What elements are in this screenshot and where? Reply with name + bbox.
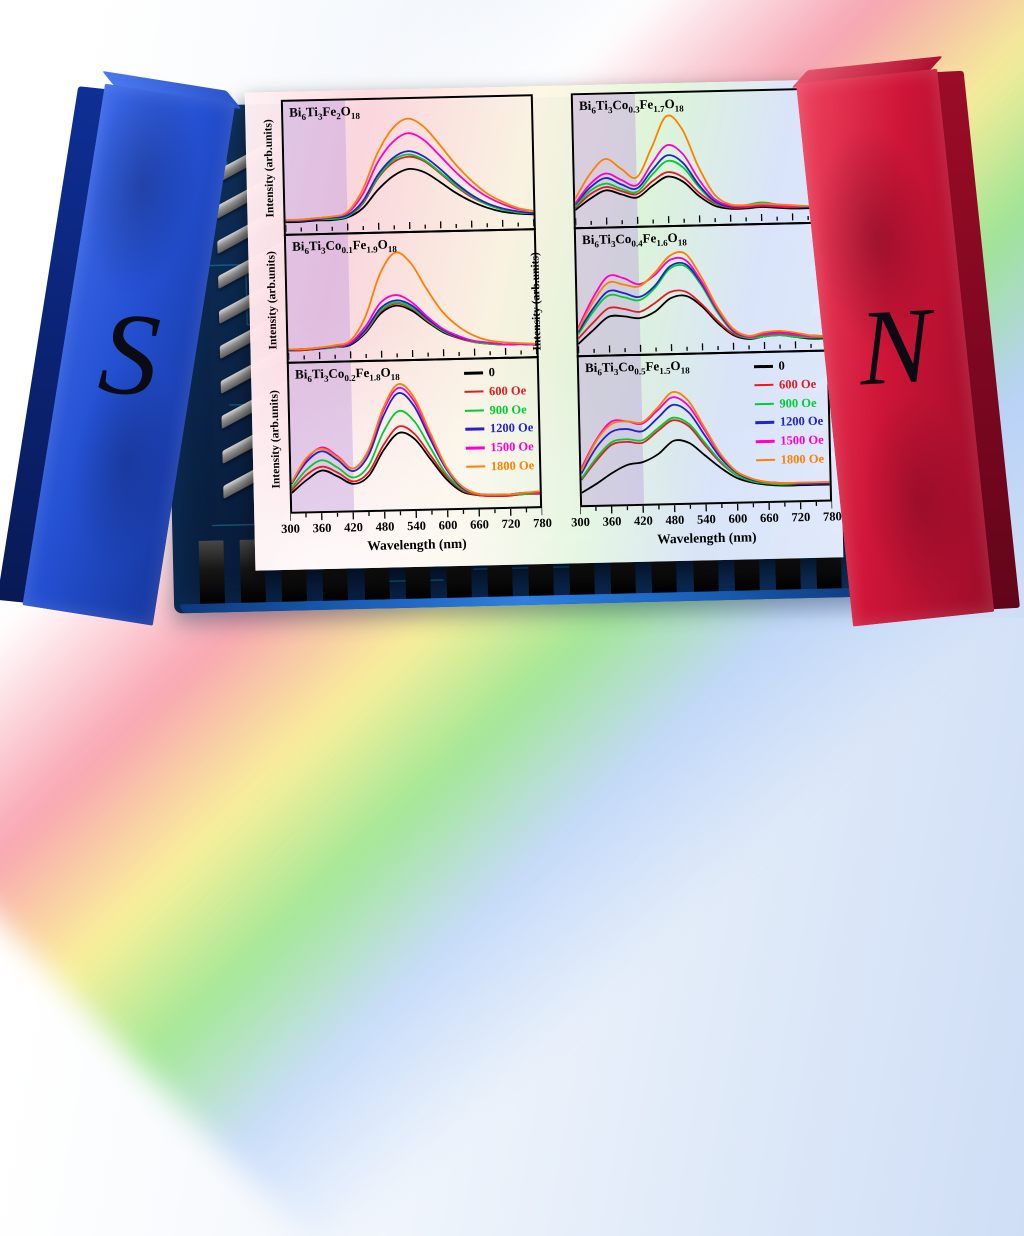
plot-title: Bi6Ti3Co0.2Fe1.8O18 — [295, 364, 400, 384]
y-axis-label-text: Intensity (arb.units) — [262, 119, 276, 218]
uv-violet-band — [289, 362, 354, 511]
plot-row: Bi6Ti3Co0.4Fe1.6O18 — [548, 224, 829, 358]
legend-item: 0 — [753, 356, 822, 376]
legend-line-swatch — [754, 384, 773, 387]
x-tick-label: 600 — [438, 518, 457, 533]
legend-line-swatch — [754, 402, 773, 405]
plot-row: Intensity (arb.units) Bi6Ti3Co0.2Fe1.8O1… — [261, 358, 542, 514]
legend-item: 1800 Oe — [466, 456, 535, 476]
y-axis-label: Intensity (arb.units) — [261, 364, 290, 515]
legend-line-swatch — [465, 447, 484, 450]
plot-row: Intensity (arb.units) Bi6Ti3Co0.1Fe1.9O1… — [258, 230, 539, 364]
legend-item: 600 Oe — [754, 374, 823, 394]
x-axis-label: Wavelength (nm) — [291, 534, 543, 556]
spectra-panel: Intensity (arb.units) Bi6Ti3Fe2O18 Inten… — [245, 79, 844, 570]
y-axis-label: Intensity (arb.units) — [255, 100, 284, 237]
y-axis-label-text: Intensity (arb.units) — [268, 390, 282, 489]
x-tick-label: 540 — [407, 519, 426, 534]
chip-pin — [199, 540, 226, 611]
legend-label: 900 Oe — [779, 393, 817, 413]
legend-item: 1500 Oe — [465, 437, 534, 457]
legend-item: 1800 Oe — [756, 449, 825, 469]
legend-line-swatch — [464, 409, 483, 412]
x-tick-label: 660 — [470, 517, 489, 532]
legend-line-swatch — [464, 372, 483, 375]
plot-row: Intensity (arb.units) Bi6Ti3Fe2O18 — [255, 94, 536, 236]
legend-label: 900 Oe — [489, 400, 527, 420]
x-tick-label: 420 — [344, 520, 363, 535]
plots-column-right: Intensity (arb.units) Bi6Ti3Co0.3Fe1.7O1… — [545, 88, 833, 554]
x-tick-label: 780 — [823, 509, 842, 524]
x-tick-label: 660 — [760, 511, 779, 526]
spectrum-plot-co03: Bi6Ti3Co0.3Fe1.7O18 — [571, 88, 826, 230]
plots-column-left: Intensity (arb.units) Bi6Ti3Fe2O18 Inten… — [255, 94, 543, 560]
plot-title: Bi6Ti3Co0.3Fe1.7O18 — [579, 96, 684, 116]
legend-item: 0 — [463, 362, 532, 382]
x-tick-label: 420 — [634, 514, 653, 529]
legend-label: 1800 Oe — [781, 449, 825, 469]
legend-line-swatch — [466, 465, 485, 468]
x-tick-label: 300 — [571, 515, 590, 530]
legend-item: 1200 Oe — [465, 419, 534, 439]
legend-label: 1200 Oe — [780, 412, 824, 432]
magnet-south-label: S — [94, 293, 163, 416]
x-tick-label: 780 — [533, 516, 552, 531]
legend-label: 0 — [778, 357, 785, 376]
x-tick-label: 300 — [281, 522, 300, 537]
legend-label: 600 Oe — [489, 381, 527, 401]
legend-item: 1200 Oe — [755, 412, 824, 432]
plot-title: Bi6Ti3Fe2O18 — [289, 103, 360, 122]
x-tick-label: 360 — [602, 514, 621, 529]
legend-line-swatch — [464, 390, 483, 393]
legend-label: 0 — [488, 363, 495, 382]
legend-item: 600 Oe — [464, 381, 533, 401]
legend-item: 900 Oe — [754, 393, 823, 413]
x-tick-label: 600 — [728, 511, 747, 526]
legend-line-swatch — [754, 365, 773, 368]
x-tick-label: 360 — [313, 521, 332, 536]
spectrum-plot-fe2: Bi6Ti3Fe2O18 — [281, 94, 536, 236]
x-axis-label: Wavelength (nm) — [581, 528, 833, 550]
x-tick-label: 480 — [665, 513, 684, 528]
plot-title: Bi6Ti3Co0.1Fe1.9O18 — [292, 236, 397, 256]
legend-line-swatch — [755, 440, 774, 443]
legend-line-swatch — [755, 421, 774, 424]
legend-line-swatch — [756, 459, 775, 462]
plot-row: Bi6Ti3Co0.3Fe1.7O18 — [545, 88, 826, 230]
plot-title: Bi6Ti3Co0.4Fe1.6O18 — [582, 230, 687, 250]
spectrum-plot-co04: Bi6Ti3Co0.4Fe1.6O18 — [574, 222, 829, 358]
legend-line-swatch — [465, 428, 484, 431]
x-tick-label: 720 — [501, 517, 520, 532]
graphical-abstract: { "scene": { "magnets": { "south": {"lab… — [0, 0, 1024, 618]
plot-title: Bi6Ti3Co0.5Fe1.5O18 — [585, 358, 690, 378]
y-axis-label: Intensity (arb.units) — [258, 236, 287, 365]
legend-label: 600 Oe — [779, 375, 817, 395]
legend-item: 1500 Oe — [755, 431, 824, 451]
x-tick-label: 480 — [376, 519, 395, 534]
legend-item: 900 Oe — [464, 400, 533, 420]
y-axis-label-text: Intensity (arb.units) — [265, 251, 279, 350]
legend-label: 1500 Oe — [780, 431, 824, 451]
y-axis-label-text: Intensity (arb.units) — [529, 252, 543, 351]
x-tick-label: 540 — [697, 512, 716, 527]
magnet-north-label: N — [856, 292, 934, 404]
x-tick-label: 720 — [791, 510, 810, 525]
spectrum-plot-co01: Bi6Ti3Co0.1Fe1.9O18 — [284, 228, 539, 364]
